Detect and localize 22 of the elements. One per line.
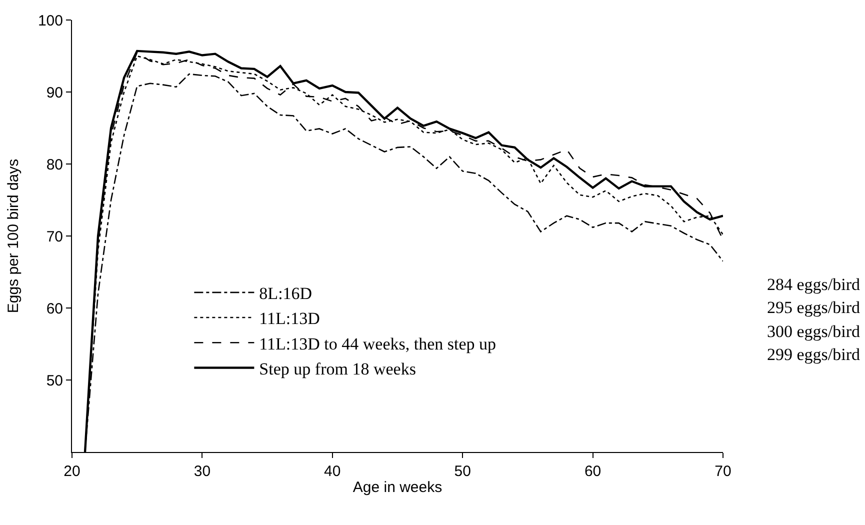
legend-label: 11L:13D to 44 weeks, then step up — [259, 334, 496, 354]
legend-label: 8L:16D — [259, 284, 312, 304]
y-tick-label: 50 — [46, 372, 63, 390]
x-tick-label: 50 — [454, 463, 471, 480]
x-tick-label: 40 — [324, 463, 341, 480]
text: 300 eggs/bird — [767, 322, 861, 341]
text: 284 eggs/bird — [767, 275, 861, 294]
x-tick-label: 70 — [714, 463, 732, 480]
y-tick-label: 80 — [46, 156, 63, 174]
y-axis-title: Eggs per 100 bird days — [5, 158, 22, 314]
text: 295 eggs/bird — [767, 298, 861, 317]
y-tick-label: 70 — [46, 228, 63, 246]
legend-label: 11L:13D — [259, 309, 320, 328]
legend-label: Step up from 18 weeks — [259, 359, 416, 378]
x-axis-title: Age in weeks — [352, 479, 442, 496]
text: 299 eggs/bird — [767, 345, 861, 364]
y-tick-label: 60 — [46, 300, 63, 318]
x-tick-label: 20 — [64, 463, 80, 480]
x-tick-label: 60 — [584, 463, 602, 480]
y-tick-label: 90 — [46, 84, 63, 102]
y-tick-label: 100 — [38, 12, 63, 30]
x-tick-label: 30 — [194, 463, 211, 480]
